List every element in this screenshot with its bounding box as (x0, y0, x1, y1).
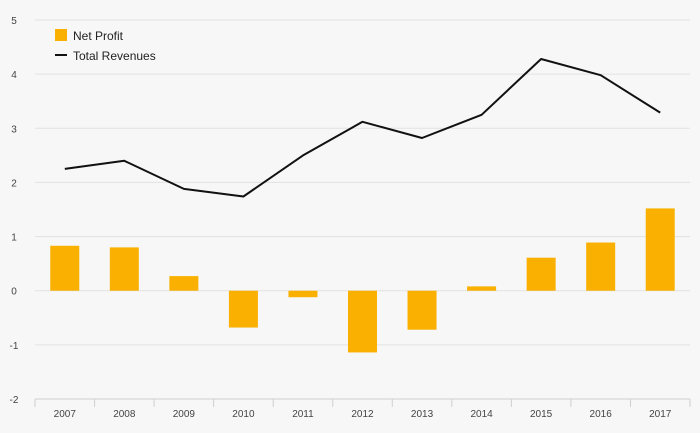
x-tick-label-2015: 2015 (530, 409, 553, 420)
bar-net-profit-2010 (228, 290, 258, 328)
bar-net-profit-2014 (467, 286, 497, 291)
legend: Net Profit Total Revenues (55, 29, 156, 63)
y-tick-label: 2 (11, 178, 17, 189)
bar-net-profit-2013 (407, 290, 437, 330)
x-tick-label-2017: 2017 (649, 409, 672, 420)
bar-net-profit-2007 (50, 245, 80, 291)
x-tick-label-2013: 2013 (411, 409, 434, 420)
bar-net-profit-2015 (526, 257, 556, 291)
x-tick-label-2007: 2007 (54, 409, 77, 420)
x-tick-label-2011: 2011 (292, 409, 314, 420)
x-tick-label-2016: 2016 (590, 409, 613, 420)
bar-net-profit-2009 (169, 276, 199, 291)
x-tick-label-2010: 2010 (232, 409, 255, 420)
y-tick-label: -1 (10, 341, 19, 352)
bar-net-profit-2012 (348, 290, 377, 353)
y-tick-label: 0 (11, 287, 17, 298)
x-tick-label-2008: 2008 (113, 409, 136, 420)
bar-series-net-profit (50, 208, 675, 353)
y-axis: 5 4 3 2 1 0 -1 -2 (10, 16, 19, 406)
bar-net-profit-2016 (586, 242, 616, 291)
bar-net-profit-2008 (109, 247, 139, 291)
bar-net-profit-2017 (645, 208, 675, 291)
x-axis: 2007 2008 2009 2010 2011 2012 2013 2014 2015 2016… (34, 398, 691, 420)
legend-label-total-revenues: Total Revenues (73, 49, 156, 63)
x-tick-label-2009: 2009 (173, 409, 196, 420)
y-tick-label: 1 (11, 233, 17, 244)
line-series-total-revenues (64, 58, 661, 198)
y-tick-label: 4 (11, 70, 17, 81)
x-tick-label-2012: 2012 (351, 409, 374, 420)
line-total-revenues (64, 58, 661, 198)
y-tick-label: -2 (10, 395, 19, 406)
legend-swatch-net-profit (55, 29, 67, 41)
y-tick-label: 5 (11, 16, 17, 27)
y-tick-label: 3 (11, 124, 17, 135)
bar-net-profit-2011 (288, 290, 318, 298)
legend-label-net-profit: Net Profit (73, 29, 124, 43)
x-tick-label-2014: 2014 (470, 409, 493, 420)
